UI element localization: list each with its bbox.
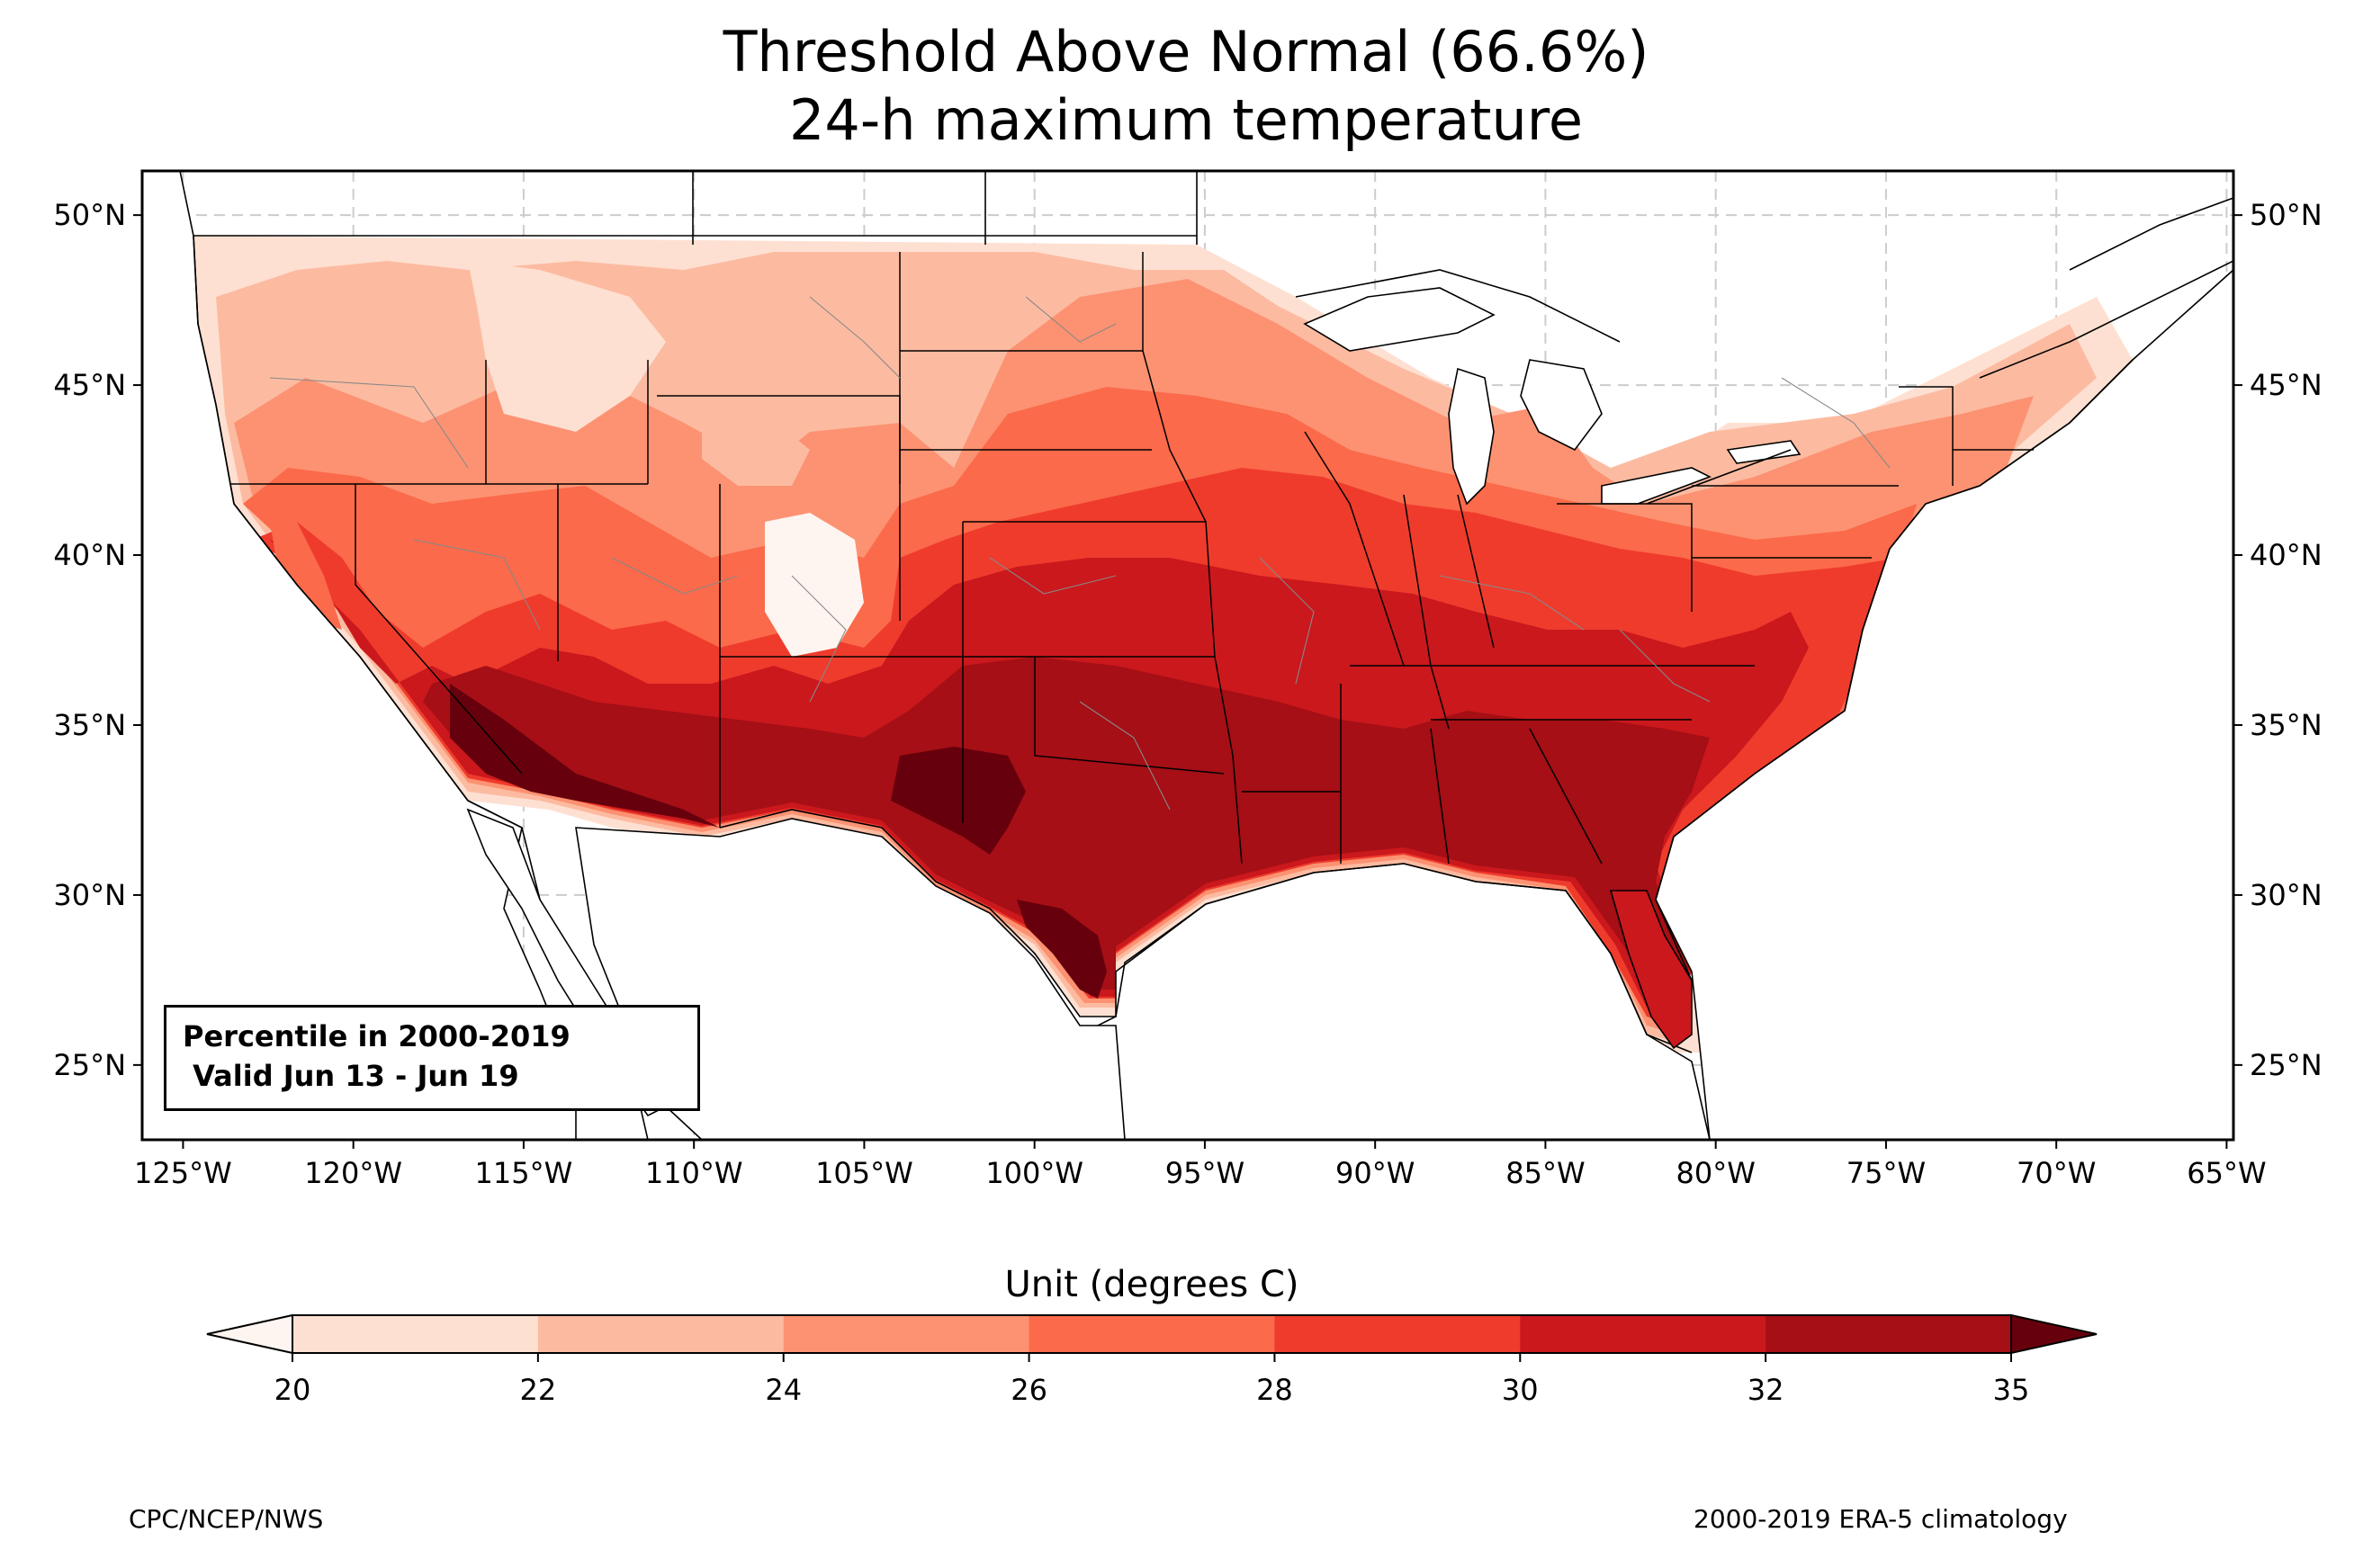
lat-tick-label-left: 45°N [53, 368, 126, 402]
chart-title: Threshold Above Normal (66.6%) 24-h maxi… [0, 18, 2372, 155]
colorbar-tick-label: 35 [1993, 1373, 2030, 1407]
subregion-lines [269, 296, 1891, 811]
colorbar-segment [292, 1315, 539, 1353]
lon-tick-label: 90°W [1335, 1156, 1415, 1190]
colorbar-tick-label: 24 [765, 1373, 802, 1407]
lat-tick-label-right: 30°N [2250, 878, 2323, 912]
lon-tick-label: 80°W [1676, 1156, 1755, 1190]
cool-pocket-colorado [765, 513, 864, 657]
lake-michigan [1448, 367, 1495, 506]
colorbar-tick-label: 26 [1011, 1373, 1047, 1407]
colorbar-segment [537, 1315, 785, 1353]
lat-tick-label-left: 25°N [53, 1048, 126, 1082]
lat-tick-label-right: 35°N [2250, 708, 2323, 742]
lon-tick-label: 100°W [985, 1156, 1083, 1190]
colorbar-label: Unit (degrees C) [1004, 1264, 1299, 1305]
axis-ticks: 125°W 120°W 115°W 110°W 105°W 100°W 95°W 90°W 85… [53, 198, 2322, 1190]
colorbar-tick-label: 30 [1502, 1373, 1539, 1407]
florida-peninsula [1609, 890, 1693, 1050]
colorbar-segment [1766, 1315, 2012, 1353]
map-frame [140, 169, 2235, 1142]
colorbar-over-arrow [2010, 1313, 2098, 1355]
field-layer-35c [1017, 900, 1107, 999]
lake-huron [1520, 359, 1603, 452]
field-layer-35b [891, 747, 1026, 855]
colorbar-segment [1274, 1315, 1521, 1353]
temperature-field [193, 236, 2133, 1053]
colorbar-tick-label: 28 [1256, 1373, 1293, 1407]
colorbar-tick-label: 32 [1748, 1373, 1784, 1407]
title-line-2: 24-h maximum temperature [788, 87, 1584, 153]
footer-right: 2000-2019 ERA-5 climatology [1694, 1504, 2068, 1534]
lat-tick-label-left: 50°N [53, 198, 126, 232]
lake-ontario [1726, 440, 1801, 464]
lat-tick-label-left: 35°N [53, 708, 126, 742]
lon-tick-label: 110°W [645, 1156, 743, 1190]
lat-tick-label-right: 40°N [2250, 538, 2323, 572]
colorbar-segment [1520, 1315, 1766, 1353]
lat-tick-label-left: 30°N [53, 878, 126, 912]
colorbar-tick-label: 20 [274, 1373, 311, 1407]
lon-tick-label: 125°W [134, 1156, 232, 1190]
lat-tick-label-right: 50°N [2250, 198, 2323, 232]
water-bodies [142, 171, 2233, 1140]
footer-left: CPC/NCEP/NWS [129, 1504, 324, 1534]
state-boundaries [193, 235, 2034, 865]
colorbar-under-arrow [206, 1313, 293, 1355]
title-line-1: Threshold Above Normal (66.6%) [723, 19, 1649, 85]
field-layer-35 [450, 684, 720, 828]
lon-tick-label: 70°W [2017, 1156, 2096, 1190]
info-line-1: Percentile in 2000-2019 [183, 1019, 571, 1053]
lon-tick-label: 85°W [1505, 1156, 1585, 1190]
colorbar: 20 22 24 26 28 30 32 35 [206, 1313, 2098, 1407]
lon-tick-label: 115°W [475, 1156, 573, 1190]
lake-superior [1303, 287, 1496, 352]
lon-tick-label: 105°W [815, 1156, 913, 1190]
lake-erie [1601, 467, 1712, 505]
cool-pocket-sierra [270, 522, 342, 630]
lon-tick-label: 75°W [1846, 1156, 1926, 1190]
field-layer-32 [423, 657, 1710, 999]
colorbar-frame [292, 1314, 2012, 1354]
colorbar-segment [1029, 1315, 1275, 1353]
colorbar-segment [783, 1315, 1030, 1353]
lat-tick-label-right: 25°N [2250, 1048, 2323, 1082]
lat-tick-label-right: 45°N [2250, 368, 2323, 402]
info-line-2: Valid Jun 13 - Jun 19 [183, 1059, 519, 1093]
cool-pocket-wyoming [702, 414, 810, 486]
info-box: Percentile in 2000-2019 Valid Jun 13 - J… [164, 1005, 700, 1111]
coastlines [193, 171, 2233, 1140]
colorbar-tick-label: 22 [519, 1373, 556, 1407]
lon-tick-label: 95°W [1165, 1156, 1244, 1190]
cool-pocket-rockies [468, 261, 666, 432]
lon-tick-label: 120°W [304, 1156, 402, 1190]
lat-tick-label-left: 40°N [53, 538, 126, 572]
lon-tick-label: 65°W [2187, 1156, 2266, 1190]
